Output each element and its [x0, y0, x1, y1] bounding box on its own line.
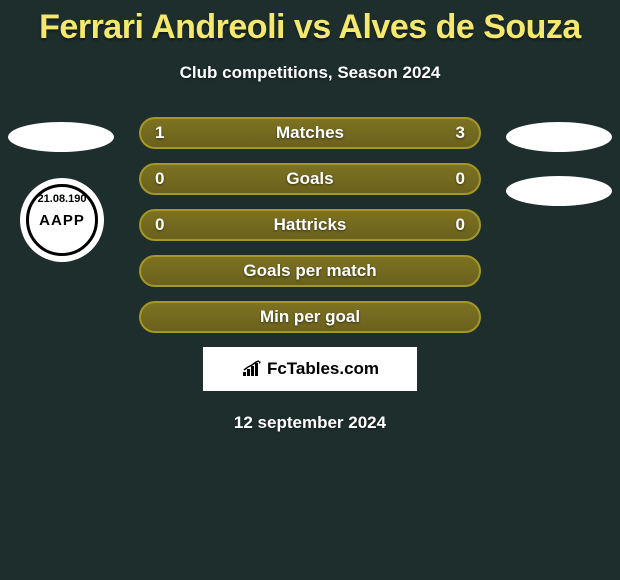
stat-row-goals-per-match: Goals per match	[0, 255, 620, 287]
page-subtitle: Club competitions, Season 2024	[0, 63, 620, 83]
brand-logo: FcTables.com	[241, 359, 379, 379]
stat-row-hattricks: 0 Hattricks 0	[0, 209, 620, 241]
stat-left-value: 1	[155, 123, 164, 143]
brand-name: FcTables.com	[267, 359, 379, 379]
date-text: 12 september 2024	[0, 413, 620, 433]
stat-right-value: 0	[456, 169, 465, 189]
stat-label: Hattricks	[274, 215, 347, 235]
stat-right-value: 0	[456, 215, 465, 235]
stats-container: 1 Matches 3 0 Goals 0 0 Hattricks 0 Goal…	[0, 117, 620, 333]
stat-left-value: 0	[155, 169, 164, 189]
stat-row-matches: 1 Matches 3	[0, 117, 620, 149]
stat-right-value: 3	[456, 123, 465, 143]
chart-icon	[241, 360, 263, 378]
stat-row-goals: 0 Goals 0	[0, 163, 620, 195]
stat-label: Min per goal	[260, 307, 360, 327]
stat-label: Goals per match	[243, 261, 376, 281]
stat-left-value: 0	[155, 215, 164, 235]
page-title: Ferrari Andreoli vs Alves de Souza	[0, 0, 620, 47]
brand-box: FcTables.com	[203, 347, 417, 391]
stat-label: Goals	[286, 169, 333, 189]
stat-label: Matches	[276, 123, 344, 143]
stat-row-min-per-goal: Min per goal	[0, 301, 620, 333]
